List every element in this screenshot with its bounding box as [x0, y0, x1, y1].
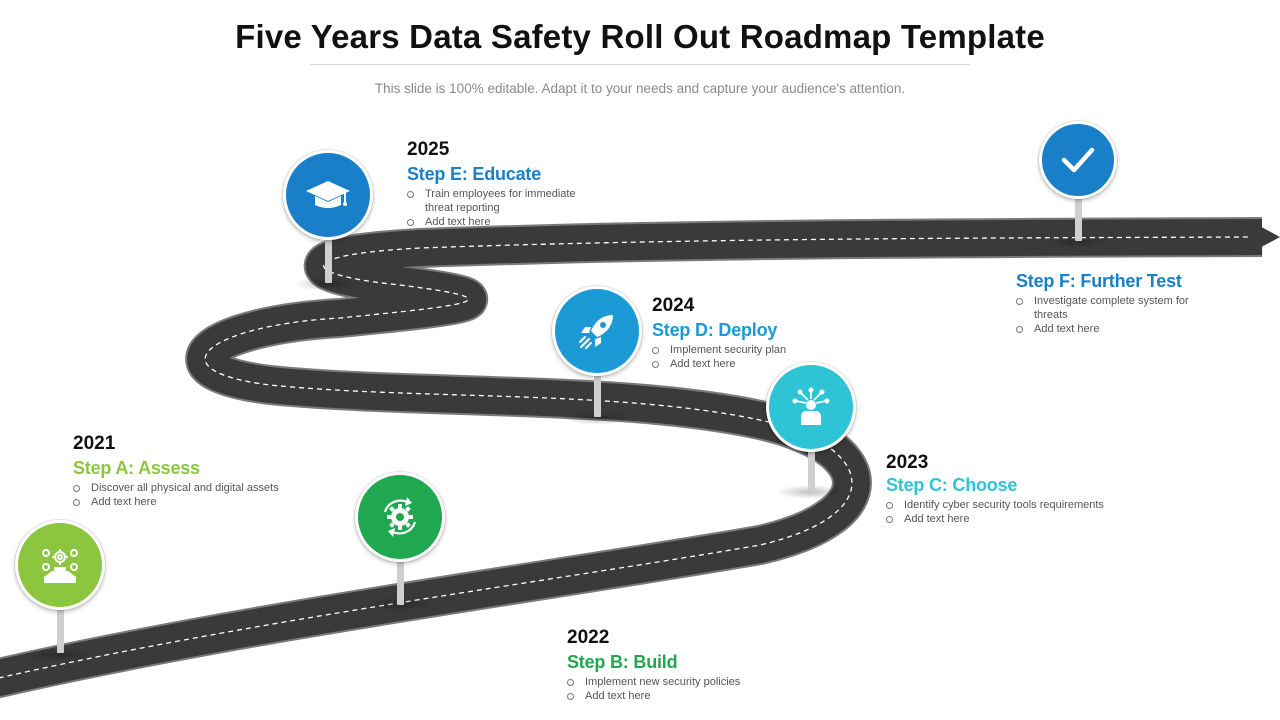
rocket-icon	[552, 286, 642, 376]
bullet-item: Implement new security policies	[567, 675, 740, 689]
pin-post	[593, 371, 601, 417]
bullet-item: Add text here	[407, 215, 577, 229]
step-b-block: 2022 Step B: Build Implement new securit…	[567, 627, 740, 703]
step-title: Step E: Educate	[407, 164, 542, 184]
bullet-item: Train employees for immediate threat rep…	[407, 187, 577, 215]
step-title: Step B: Build	[567, 652, 678, 672]
step-bullets: Discover all physical and digital assets…	[73, 481, 279, 509]
pin-post	[1074, 195, 1082, 241]
step-title: Step C: Choose	[886, 475, 1018, 495]
step-year: 2022	[567, 627, 610, 648]
pin-step-b	[355, 472, 445, 607]
pin-step-e	[283, 150, 373, 285]
step-bullets: Identify cyber security tools requiremen…	[886, 498, 1104, 526]
page-title: Five Years Data Safety Roll Out Roadmap …	[235, 18, 1045, 55]
pin-step-d	[552, 286, 642, 419]
step-d-block: 2024 Step D: Deploy Implement security p…	[652, 295, 786, 371]
step-year: 2021	[73, 433, 116, 454]
step-title: Step A: Assess	[73, 458, 200, 478]
step-f-block: Step F: Further Test Investigate complet…	[1016, 270, 1196, 336]
pin-post	[324, 235, 332, 283]
pin-post	[807, 447, 815, 492]
pin-post	[396, 557, 404, 605]
bullet-item: Add text here	[73, 495, 279, 509]
pin-step-f	[1039, 121, 1117, 243]
bullet-item: Add text here	[886, 512, 1104, 526]
assessment-icon	[15, 520, 105, 610]
graduation-cap-icon	[283, 150, 373, 240]
person-network-icon	[766, 362, 856, 452]
step-a-block: 2021 Step A: Assess Discover all physica…	[73, 433, 279, 509]
step-bullets: Implement security plan Add text here	[652, 343, 786, 371]
step-year: 2024	[652, 295, 695, 316]
step-title: Step F: Further Test	[1016, 271, 1182, 291]
step-bullets: Train employees for immediate threat rep…	[407, 187, 577, 229]
bullet-item: Add text here	[567, 689, 740, 703]
step-bullets: Implement new security policies Add text…	[567, 675, 740, 703]
pin-step-c	[766, 362, 856, 494]
bullet-item: Add text here	[652, 357, 786, 371]
bullet-item: Investigate complete system for threats	[1016, 294, 1196, 322]
step-c-block: 2023 Step C: Choose Identify cyber secur…	[886, 452, 1104, 526]
road-arrowhead	[1252, 222, 1280, 252]
bullet-item: Add text here	[1016, 322, 1196, 336]
step-bullets: Investigate complete system for threats …	[1016, 294, 1196, 336]
bullet-item: Discover all physical and digital assets	[73, 481, 279, 495]
bullet-item: Implement security plan	[652, 343, 786, 357]
bullet-item: Identify cyber security tools requiremen…	[886, 498, 1104, 512]
checkmark-icon	[1039, 121, 1117, 199]
pin-post	[56, 605, 64, 653]
step-year: 2023	[886, 452, 929, 473]
page-subtitle: This slide is 100% editable. Adapt it to…	[374, 81, 906, 96]
pin-step-a	[15, 520, 105, 655]
step-e-block: 2025 Step E: Educate Train employees for…	[407, 139, 577, 229]
step-year: 2025	[407, 139, 450, 160]
title-divider	[310, 64, 970, 65]
step-title: Step D: Deploy	[652, 320, 778, 340]
gear-icon	[355, 472, 445, 562]
